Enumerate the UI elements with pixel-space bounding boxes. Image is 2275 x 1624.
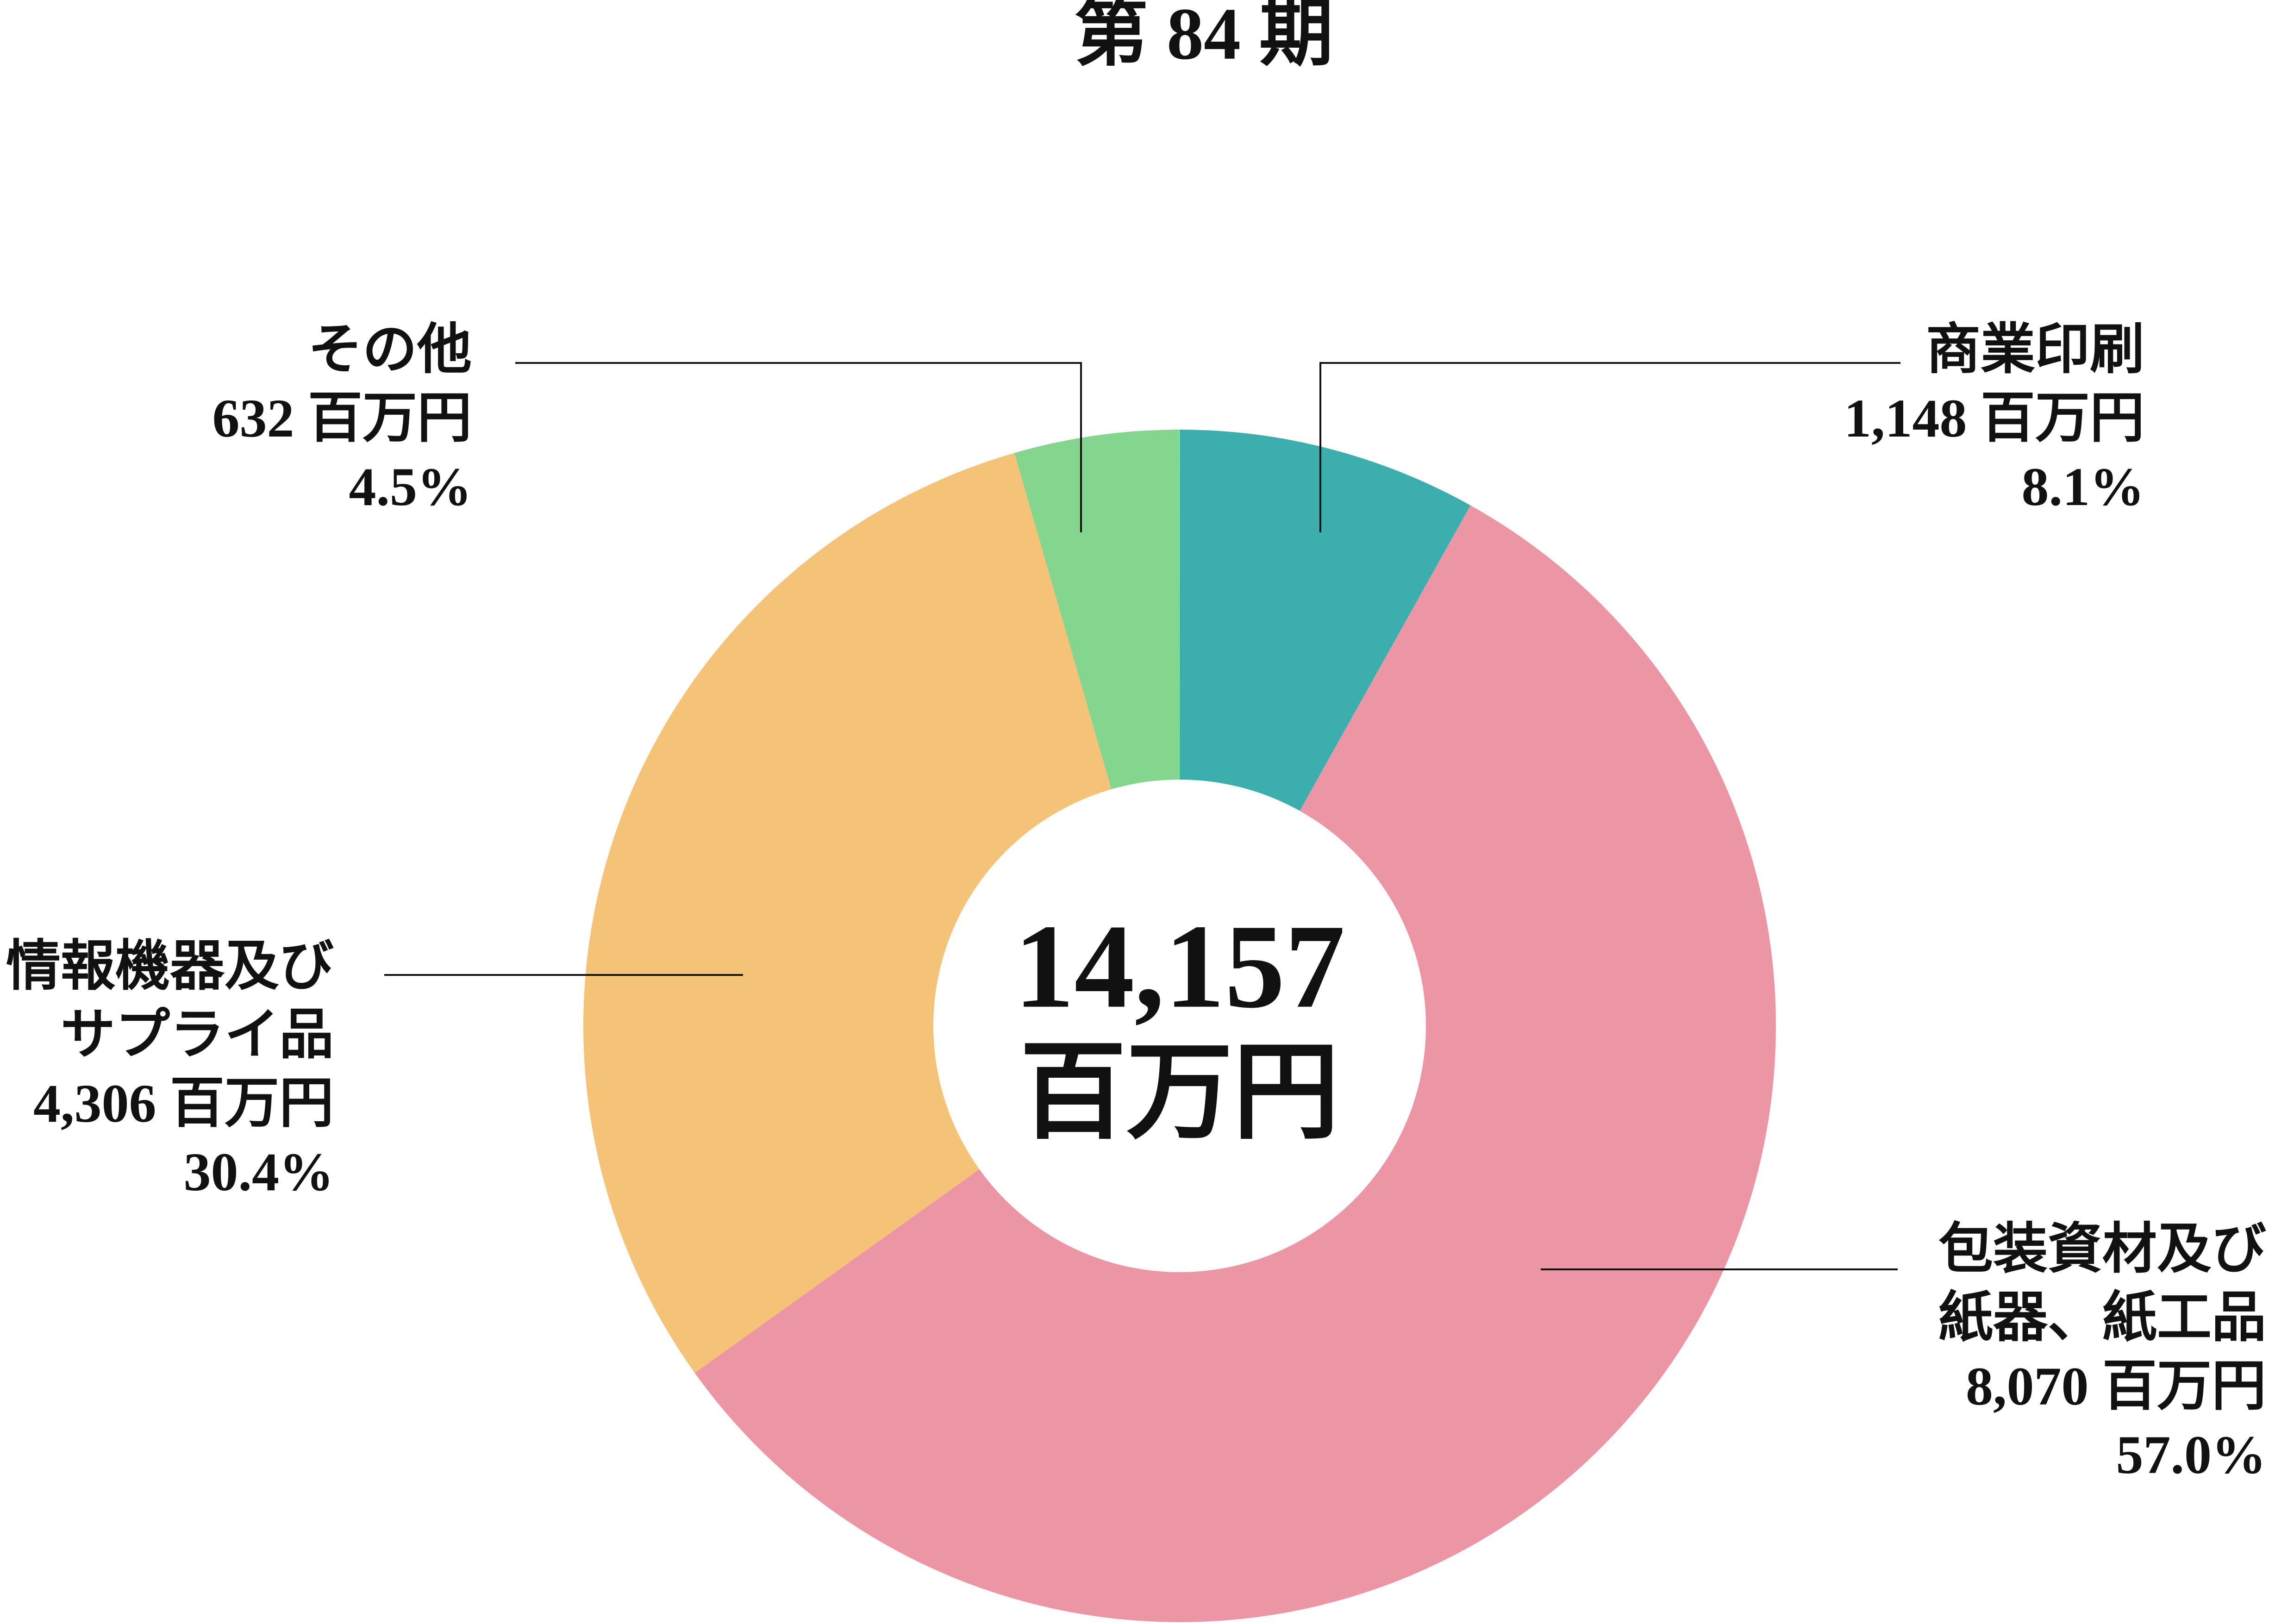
donut-slice — [583, 453, 1112, 1373]
percent-label: 57.0% — [2116, 1424, 2267, 1485]
slice-label: その他 — [308, 319, 472, 380]
slice-label: 情報機器及び — [6, 936, 334, 997]
percent-label: 30.4% — [184, 1142, 334, 1202]
center-unit: 百万円 — [1020, 1034, 1339, 1152]
leader-line — [515, 362, 1082, 532]
leader-line — [1319, 362, 1900, 532]
donut-slice — [1180, 430, 1471, 811]
percent-label: 8.1% — [2022, 456, 2145, 517]
center-total: 14,157 — [1014, 900, 1345, 1033]
chart-title: 第 84 期 — [1074, 0, 1333, 75]
donut-slice — [1014, 430, 1180, 789]
value-label: 4,306 百万円 — [33, 1073, 334, 1134]
value-label: 632 百万円 — [212, 388, 472, 449]
value-label: 8,070 百万円 — [1966, 1356, 2266, 1417]
slice-label: サプライ品 — [61, 1005, 334, 1065]
slice-label: 包装資材及び — [1938, 1219, 2266, 1280]
slice-label: 紙器、紙工品 — [1938, 1287, 2266, 1348]
percent-label: 4.5% — [349, 456, 472, 517]
slice-label: 商業印刷 — [1926, 319, 2144, 380]
donut-slice — [694, 505, 1776, 1622]
value-label: 1,148 百万円 — [1844, 388, 2144, 449]
